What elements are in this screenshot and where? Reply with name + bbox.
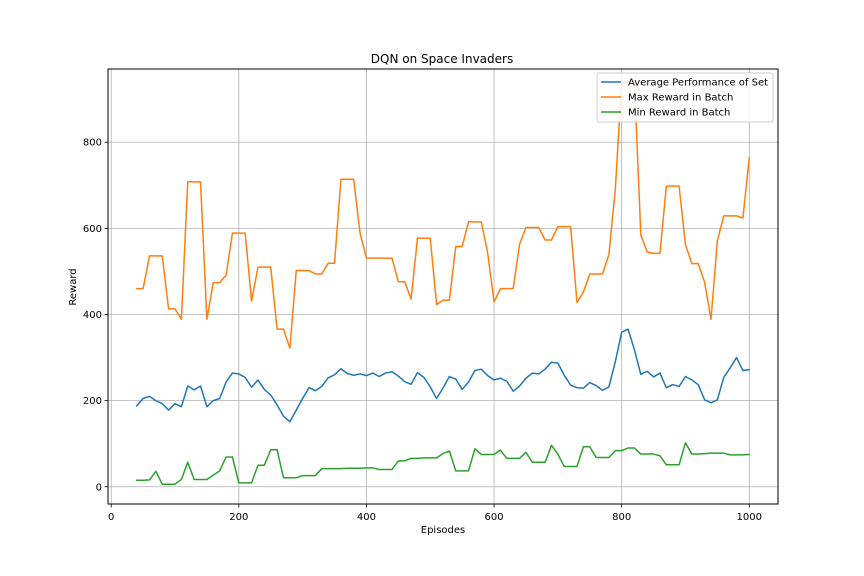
x-axis-label: Episodes: [421, 525, 465, 536]
series-line-1: [135, 328, 751, 423]
x-tick-label: 200: [229, 512, 248, 523]
series-line-2: [135, 81, 751, 349]
y-tick-label: 200: [83, 396, 102, 407]
x-tick-label: 800: [612, 512, 631, 523]
y-tick-label: 800: [83, 138, 102, 149]
y-tick-label: 400: [83, 310, 102, 321]
legend-label-1: Average Performance of Set: [628, 78, 768, 89]
plot-frame: [107, 68, 779, 505]
x-tick-label: 1000: [737, 512, 762, 523]
y-axis-label: Reward: [68, 268, 79, 305]
series-line-3: [135, 442, 751, 485]
x-tick-label: 600: [485, 512, 504, 523]
axis-ticks: 0 200 400 600 800 1000 0 200 400 600 800: [83, 138, 762, 523]
legend-box: [596, 72, 774, 123]
chart-title: DQN on Space Invaders: [371, 52, 513, 66]
legend-label-2: Max Reward in Batch: [628, 93, 733, 104]
plot-series: [135, 81, 751, 485]
x-tick-label: 400: [357, 512, 376, 523]
legend-label-3: Min Reward in Batch: [628, 108, 730, 119]
legend: Average Performance of Set Max Reward in …: [596, 72, 774, 123]
x-tick-label: 0: [108, 512, 114, 523]
y-tick-label: 0: [96, 482, 102, 493]
y-tick-label: 600: [83, 224, 102, 235]
grid: [108, 69, 778, 504]
